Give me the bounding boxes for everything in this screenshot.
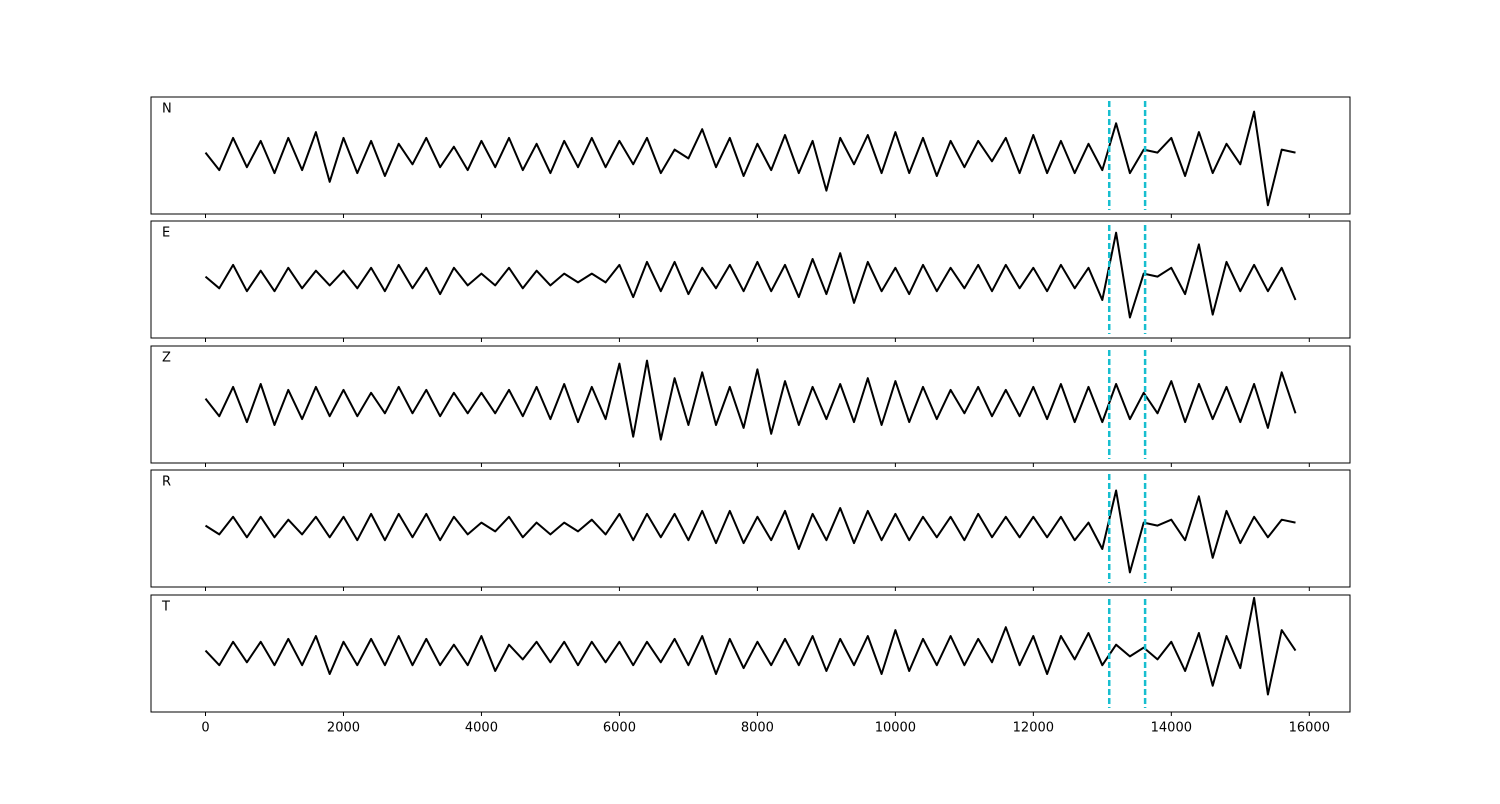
x-tick-label: 10000 (875, 721, 916, 736)
x-tick-label: 2000 (327, 721, 360, 736)
panel-label: R (162, 475, 171, 490)
x-tick-label: 16000 (1289, 721, 1330, 736)
trace (204, 596, 1297, 696)
x-tick-label: 12000 (1013, 721, 1054, 736)
panel-frame (150, 345, 1351, 464)
panel-frame (150, 220, 1351, 339)
x-tick-label: 14000 (1151, 721, 1192, 736)
trace (204, 489, 1296, 574)
panel-label: T (161, 600, 170, 615)
trace (204, 359, 1297, 441)
panel-label: Z (162, 351, 171, 366)
trace (204, 231, 1297, 319)
x-tick-label: 0 (201, 721, 209, 736)
panel-label: N (162, 102, 172, 117)
trace (204, 110, 1296, 207)
x-tick-label: 4000 (465, 721, 498, 736)
x-tick-label: 8000 (741, 721, 774, 736)
x-tick-label: 6000 (603, 721, 636, 736)
panel-frame (150, 96, 1351, 215)
panel-label: E (162, 226, 170, 241)
